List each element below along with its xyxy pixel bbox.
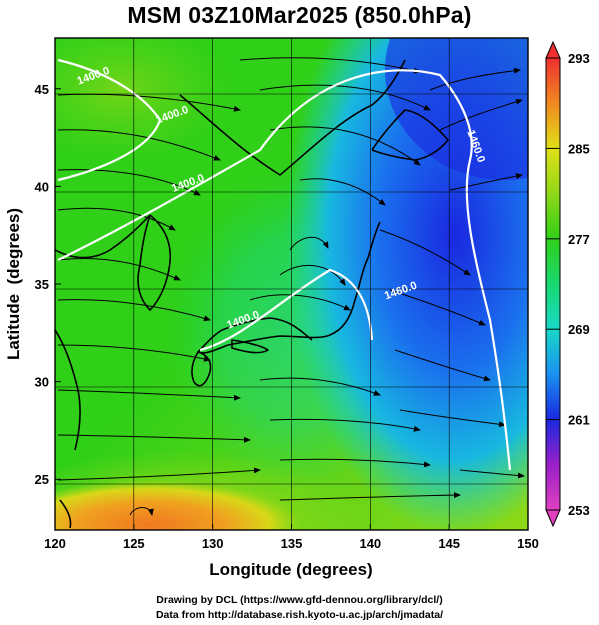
y-tick-label: 35 — [35, 277, 49, 292]
streamlines — [57, 57, 525, 516]
colorbar-tick-label: 293 — [568, 51, 590, 66]
colorbar-tick-label: 285 — [568, 141, 590, 156]
japan-hokkaido-coast — [371, 109, 449, 161]
colorbar-gradient — [545, 57, 561, 511]
x-axis-label: Longitude (degrees) — [209, 560, 372, 579]
russia-coast — [179, 59, 406, 176]
colorbar-tick-label: 253 — [568, 503, 590, 518]
height-contours — [57, 58, 512, 471]
contour-1400 — [57, 58, 162, 182]
colorbar-upper-arrow — [545, 40, 561, 59]
colorbar-tick-label: 261 — [568, 413, 590, 428]
contour-1460 — [57, 69, 512, 471]
x-tick-label: 125 — [123, 536, 145, 551]
y-axis-ticks: 25 30 35 40 45 — [35, 82, 61, 487]
x-tick-label: 150 — [517, 536, 539, 551]
korea-coast — [137, 214, 172, 311]
coastlines — [55, 59, 449, 529]
y-tick-label: 45 — [35, 82, 49, 97]
taiwan-coast — [59, 499, 72, 529]
plot-title: MSM 03Z10Mar2025 (850.0hPa) — [127, 2, 472, 28]
x-tick-label: 130 — [202, 536, 224, 551]
map-gridlines — [55, 38, 528, 530]
japan-honshu-coast — [197, 221, 381, 354]
x-axis-ticks: 120 125 130 135 140 145 150 — [44, 524, 539, 551]
x-tick-label: 120 — [44, 536, 66, 551]
japan-shikoku-coast — [231, 339, 269, 354]
y-tick-label: 30 — [35, 375, 49, 390]
x-tick-label: 145 — [438, 536, 460, 551]
colorbar-tick-label: 277 — [568, 232, 590, 247]
colorbar-tick-label: 269 — [568, 322, 590, 337]
x-tick-label: 135 — [281, 536, 303, 551]
y-axis-label: Latitude (degrees) — [4, 208, 23, 360]
colorbar-lower-arrow — [545, 509, 561, 528]
y-tick-label: 25 — [35, 472, 49, 487]
y-tick-label: 40 — [35, 179, 49, 194]
colorbar-ticks: 253 261 269 277 285 293 — [546, 51, 590, 518]
x-tick-label: 140 — [359, 536, 381, 551]
contour-1460-inner — [199, 268, 374, 352]
colorbar: 253 261 269 277 285 293 — [545, 40, 590, 528]
temperature-field — [55, 38, 528, 530]
credit-data-source: Data from http://database.rish.kyoto-u.a… — [155, 609, 444, 621]
credit-drawing: Drawing by DCL (https://www.gfd-dennou.o… — [156, 594, 443, 606]
